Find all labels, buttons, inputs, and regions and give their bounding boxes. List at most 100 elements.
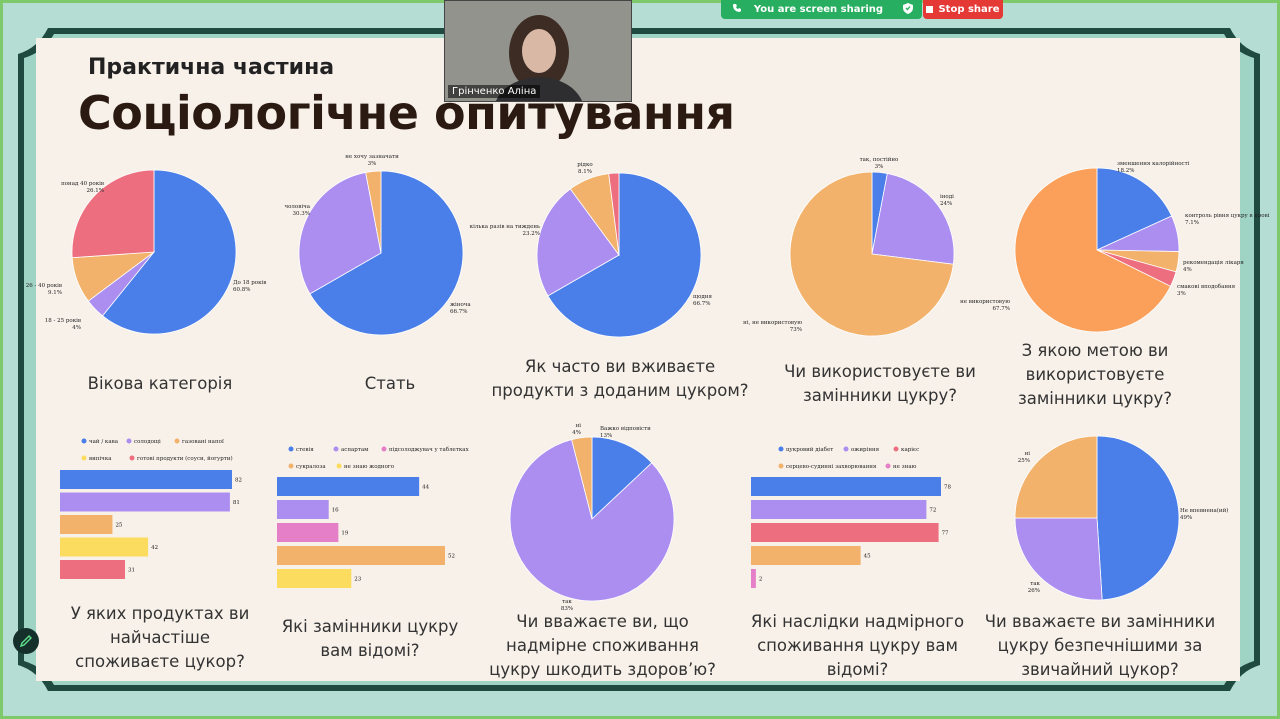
caption-substitutes: Чи використовуєте ви замінники цукру? bbox=[770, 360, 990, 408]
freq-slice-label-1: кілька разів на тиждень bbox=[470, 224, 540, 230]
subst-slice-1 bbox=[871, 172, 955, 265]
caption-safer-line3: звичайний цукор? bbox=[1021, 659, 1179, 679]
harm-slice-value-0: 13% bbox=[600, 433, 612, 439]
stop-share-label: Stop share bbox=[938, 4, 1000, 15]
caption-frequency-line1: Як часто ви вживаєте bbox=[524, 357, 716, 376]
age-slice-label-0: До 18 років bbox=[233, 280, 266, 286]
gender-slice-label-1: чоловіча bbox=[284, 204, 310, 210]
effects-bar-0 bbox=[751, 477, 941, 496]
participant-name: Грінченко Аліна bbox=[448, 85, 541, 98]
effects-bar-2 bbox=[751, 523, 939, 542]
effects-legend-label-3: серцево-судинні захворювання bbox=[786, 464, 877, 470]
products-bar-value-2: 25 bbox=[115, 523, 122, 529]
known-legend-dot-3 bbox=[288, 463, 294, 469]
caption-effects-line1: Які наслідки надмірного bbox=[750, 612, 965, 631]
products-bar-1 bbox=[60, 492, 230, 512]
purpose-slice-value-2: 4% bbox=[1183, 267, 1192, 273]
effects-legend-label-4: не знаю bbox=[893, 464, 917, 470]
screen-sharing-text: You are screen sharing bbox=[753, 4, 884, 15]
harm-slice-1 bbox=[509, 439, 675, 602]
age-slice-value-2: 9.1% bbox=[48, 290, 62, 296]
harm-slice-label-1: так bbox=[562, 599, 572, 605]
effects-bar-3 bbox=[751, 546, 861, 565]
slide-subtitle: Практична частина bbox=[88, 55, 335, 80]
products-legend-label-1: солодощі bbox=[134, 439, 161, 445]
safer-slice-label-1: так bbox=[1030, 581, 1040, 587]
caption-age: Вікова категорія bbox=[70, 372, 250, 396]
effects-bar-value-2: 77 bbox=[942, 531, 949, 537]
effects-legend-label-1: ожиріння bbox=[851, 447, 880, 453]
caption-effects-line3: відомі? bbox=[826, 659, 889, 679]
safer-slice-label-2: ні bbox=[1025, 451, 1031, 457]
products-legend-label-0: чай / кава bbox=[89, 439, 119, 445]
caption-harm-line3: цукру шкодить здоров’ю? bbox=[489, 659, 716, 679]
caption-gender-text: Стать bbox=[364, 374, 416, 393]
caption-effects-line2: споживання цукру вам bbox=[757, 635, 958, 655]
known-legend-label-4: не знаю жодного bbox=[344, 464, 395, 470]
purpose-slice-value-0: 18.2% bbox=[1117, 168, 1134, 174]
known-bar-value-4: 23 bbox=[354, 577, 361, 583]
known-bar-3 bbox=[277, 546, 445, 565]
gender-slice-0 bbox=[309, 170, 464, 336]
harm-slice-label-2: ні bbox=[576, 423, 582, 429]
subst-slice-value-2: 73% bbox=[790, 327, 802, 333]
known-legend-dot-0 bbox=[288, 446, 294, 452]
subst-slice-label-0: так, постійно bbox=[860, 157, 899, 163]
gender-slice-1 bbox=[298, 171, 382, 295]
harm-slice-0 bbox=[591, 436, 653, 520]
freq-slice-label-2: рідко bbox=[577, 162, 593, 168]
age-slice-3 bbox=[71, 169, 155, 259]
purpose-slice-value-1: 7.1% bbox=[1185, 220, 1199, 226]
known-bar-value-1: 16 bbox=[332, 508, 339, 514]
caption-harm: Чи вважаєте ви, що надмірне споживання ц… bbox=[470, 610, 735, 682]
effects-bar-value-0: 78 bbox=[944, 485, 951, 491]
products-legend-label-2: газовані напої bbox=[182, 439, 224, 445]
products-legend-label-4: готові продукти (соуси, йогурти) bbox=[137, 455, 233, 462]
caption-safer-line1: Чи вважаєте ви замінники bbox=[984, 612, 1216, 631]
effects-bar-1 bbox=[751, 500, 927, 519]
known-legend-label-3: сукралоза bbox=[296, 464, 326, 470]
gender-slice-label-0: жіноча bbox=[450, 302, 471, 308]
participant-video-image bbox=[445, 1, 631, 101]
safer-slice-label-0: Не впевнена(ий) bbox=[1180, 507, 1228, 514]
purpose-slice-label-1: контроль рівня цукру в крові bbox=[1185, 213, 1270, 219]
shield-icon bbox=[900, 2, 916, 17]
caption-products-line3: споживаєте цукор? bbox=[75, 651, 245, 671]
effects-bar-value-3: 45 bbox=[864, 554, 871, 560]
known-legend-dot-1 bbox=[333, 446, 339, 452]
participant-video[interactable]: Грінченко Аліна bbox=[444, 0, 632, 102]
caption-known-line2: вам відомі? bbox=[320, 640, 420, 660]
harm-slice-value-1: 83% bbox=[561, 606, 573, 612]
purpose-slice-value-3: 3% bbox=[1177, 291, 1186, 297]
known-bar-0 bbox=[277, 477, 420, 496]
age-slice-0 bbox=[101, 169, 237, 335]
caption-gender: Стать bbox=[330, 372, 450, 396]
screen-sharing-indicator[interactable]: You are screen sharing bbox=[721, 0, 922, 19]
annotate-pen-button[interactable] bbox=[13, 628, 39, 654]
subst-slice-label-1: іноді bbox=[940, 194, 954, 200]
freq-slice-value-1: 23.2% bbox=[523, 231, 540, 237]
caption-frequency: Як часто ви вживаєте продукти з доданим … bbox=[470, 355, 770, 403]
known-bar-value-3: 52 bbox=[448, 554, 455, 560]
known-legend-label-2: підсолоджувач у таблетках bbox=[389, 446, 470, 453]
safer-slice-2 bbox=[1014, 435, 1098, 519]
harm-slice-2 bbox=[571, 436, 593, 520]
safer-slice-value-1: 26% bbox=[1028, 588, 1040, 594]
freq-slice-value-2: 8.1% bbox=[578, 169, 592, 175]
stop-share-button[interactable]: Stop share bbox=[923, 0, 1003, 19]
caption-age-text: Вікова категорія bbox=[87, 374, 233, 393]
freq-slice-3 bbox=[608, 172, 620, 256]
safer-slice-1 bbox=[1014, 517, 1103, 601]
products-legend-dot-0 bbox=[81, 438, 87, 444]
age-slice-value-0: 60.8% bbox=[233, 287, 250, 293]
subst-slice-value-1: 24% bbox=[940, 201, 952, 207]
freq-slice-0 bbox=[547, 172, 702, 338]
effects-legend-dot-4 bbox=[885, 463, 891, 469]
subst-slice-label-2: ні, не використовую bbox=[743, 320, 802, 326]
products-legend-dot-3 bbox=[81, 455, 87, 461]
effects-legend-dot-0 bbox=[778, 446, 784, 452]
products-legend-label-3: випічка bbox=[89, 456, 112, 462]
known-bar-2 bbox=[277, 523, 339, 542]
gender-slice-value-0: 66.7% bbox=[450, 309, 467, 315]
known-bar-4 bbox=[277, 569, 352, 588]
